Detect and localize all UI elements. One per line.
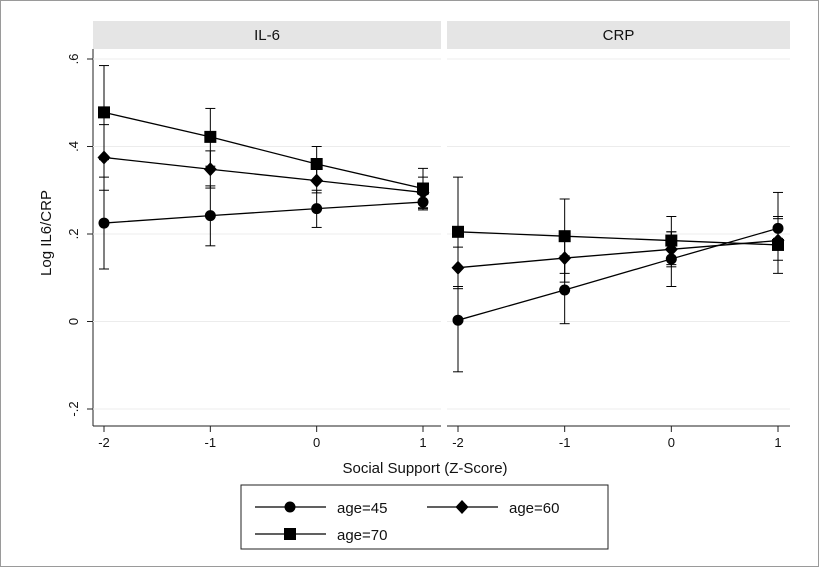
data-point <box>98 217 110 229</box>
legend-item: age=70 <box>255 527 387 544</box>
series-line <box>103 156 424 194</box>
data-point <box>204 210 216 222</box>
data-point <box>204 130 217 143</box>
legend: age=45 age=60 age=70 <box>240 484 609 550</box>
x-tick-label: 1 <box>774 435 781 450</box>
series-line <box>457 239 779 269</box>
data-point <box>310 158 323 170</box>
y-tick-label: .2 <box>66 229 81 240</box>
data-point <box>284 528 296 540</box>
legend-label: age=70 <box>337 527 387 544</box>
series-age-70 <box>452 176 784 287</box>
data-point <box>665 234 678 247</box>
panel-header <box>93 21 441 49</box>
y-tick-label: .4 <box>66 141 81 152</box>
data-point <box>417 182 429 195</box>
y-tick-label: .6 <box>66 54 81 65</box>
data-point <box>452 225 464 238</box>
legend-label: age=60 <box>509 500 559 517</box>
x-tick-label: -1 <box>205 435 217 450</box>
legend-item: age=45 <box>255 500 387 517</box>
panel-crp: CRP -2 -1 0 1 <box>447 21 790 450</box>
panel-title: CRP <box>603 27 635 44</box>
data-point <box>455 500 469 514</box>
series-line <box>103 111 424 190</box>
x-tick-label: -2 <box>452 435 464 450</box>
y-tick-label: 0 <box>66 318 81 325</box>
y-tick-label: -.2 <box>66 401 81 416</box>
series-age-70 <box>98 65 429 211</box>
legend-box <box>240 484 609 550</box>
series-age-45 <box>452 191 784 373</box>
x-tick-label: -2 <box>98 435 110 450</box>
series-age-60 <box>97 124 430 209</box>
legend-item: age=60 <box>427 500 559 517</box>
x-tick-label: 1 <box>419 435 426 450</box>
series-line <box>457 227 779 321</box>
x-tick-label: 0 <box>668 435 675 450</box>
data-point <box>311 203 323 215</box>
series-line <box>103 201 424 224</box>
panel-il-6: IL-6 -2 -1 0 1 <box>93 21 441 450</box>
legend-label: age=45 <box>337 500 387 517</box>
panel-title: IL-6 <box>254 27 280 44</box>
y-axis-label: Log IL6/CRP <box>38 190 55 276</box>
data-point <box>284 501 296 513</box>
data-point <box>559 284 571 296</box>
panel-header <box>447 21 790 49</box>
x-tick-label: 0 <box>313 435 320 450</box>
x-axis-label: Social Support (Z-Score) <box>342 460 507 477</box>
series-line <box>457 231 779 246</box>
series-age-45 <box>98 176 429 270</box>
data-point <box>558 230 571 243</box>
data-point <box>452 314 464 326</box>
x-tick-label: -1 <box>559 435 571 450</box>
data-point <box>772 238 784 251</box>
series-age-60 <box>451 218 785 290</box>
data-point <box>98 106 110 119</box>
